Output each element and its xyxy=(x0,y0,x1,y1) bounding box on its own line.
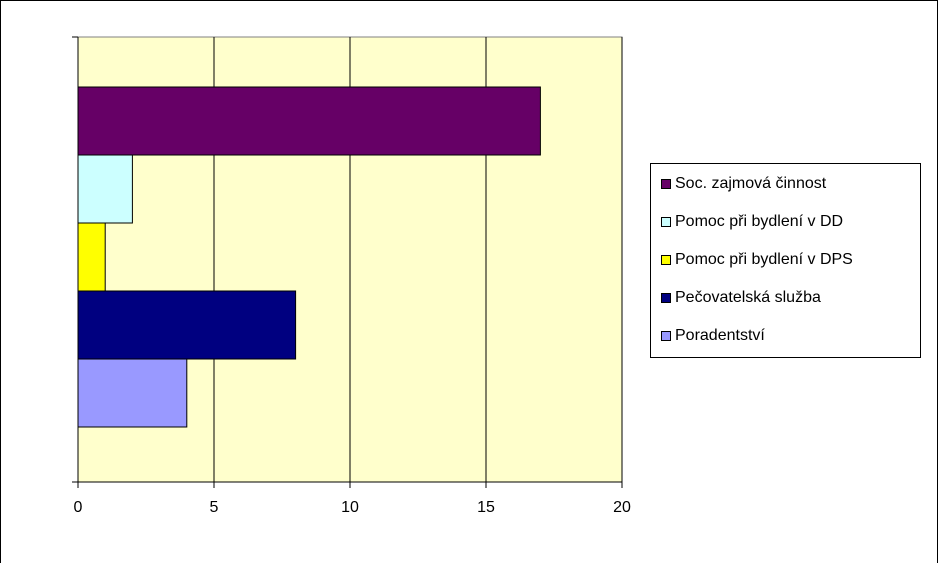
legend-item-3: Pečovatelská služba xyxy=(661,287,821,309)
legend-swatch-3 xyxy=(661,293,671,303)
legend-label-3: Pečovatelská služba xyxy=(675,289,821,306)
legend-swatch-2 xyxy=(661,255,671,265)
legend-item-2: Pomoc při bydlení v DPS xyxy=(661,249,853,271)
x-tick-label-2: 10 xyxy=(341,499,359,516)
bars xyxy=(77,86,541,428)
legend-item-0: Soc. zajmová činnost xyxy=(661,173,826,195)
bar-4 xyxy=(77,358,188,428)
legend-label-2: Pomoc při bydlení v DPS xyxy=(675,251,853,268)
bar-0 xyxy=(77,86,541,156)
x-tick-label-4: 20 xyxy=(613,499,631,516)
bar-2 xyxy=(77,222,106,292)
axes: 0 5 10 15 20 xyxy=(72,36,631,516)
bar-1 xyxy=(77,154,133,224)
legend-swatch-0 xyxy=(661,179,671,189)
bar-3 xyxy=(77,290,297,360)
legend: Soc. zajmová činnost Pomoc při bydlení v … xyxy=(650,163,921,358)
legend-label-0: Soc. zajmová činnost xyxy=(675,175,827,192)
legend-item-4: Poradentství xyxy=(661,325,765,347)
legend-item-1: Pomoc při bydlení v DD xyxy=(661,211,843,233)
x-tick-label-3: 15 xyxy=(477,499,495,516)
legend-swatch-4 xyxy=(661,331,671,341)
x-tick-label-1: 5 xyxy=(210,499,219,516)
legend-swatch-1 xyxy=(661,217,671,227)
legend-label-1: Pomoc při bydlení v DD xyxy=(675,213,844,230)
legend-label-4: Poradentství xyxy=(675,327,765,344)
x-tick-label-0: 0 xyxy=(74,499,83,516)
